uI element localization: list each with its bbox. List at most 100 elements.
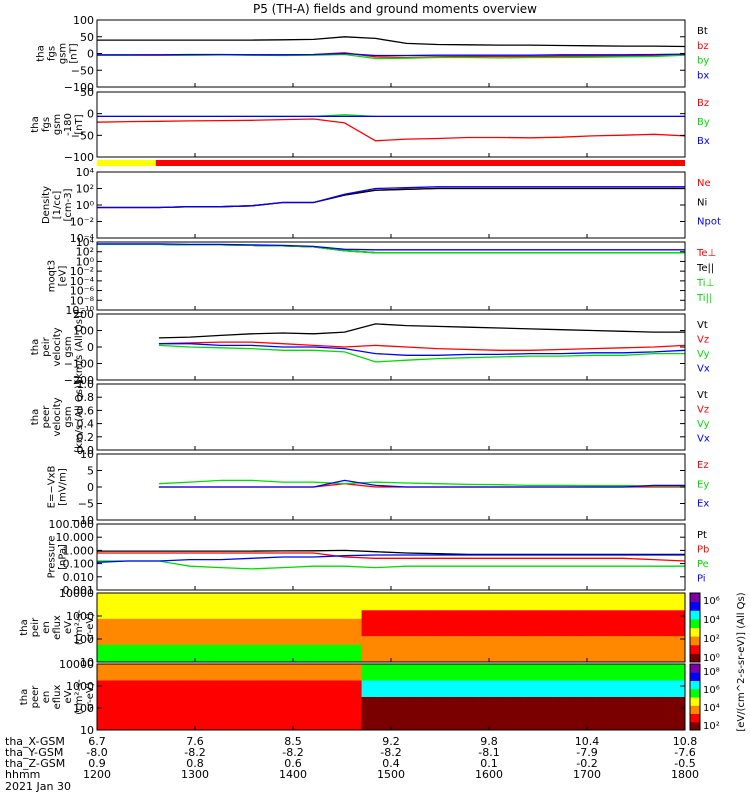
spectrogram-cell <box>170 721 186 731</box>
spectrogram-cell <box>332 618 348 628</box>
spectrogram-cell <box>111 664 127 673</box>
footer-row-label: tha_X-GSM <box>5 735 65 748</box>
spectrogram-cell <box>479 601 495 611</box>
ylabel-line: peer <box>41 405 52 429</box>
spectrogram-cell <box>611 664 627 673</box>
spectrogram-cell <box>361 601 377 611</box>
legend-entry: Bt <box>697 26 708 37</box>
spectrogram-cell <box>258 688 274 698</box>
spectrogram-cell <box>582 713 598 723</box>
ylabel-line: moqt3 <box>47 260 58 293</box>
spectrogram-cell <box>596 627 612 637</box>
series-line-vt <box>158 323 685 339</box>
ytick-label: 0.8 <box>77 391 95 404</box>
spectrogram-cell <box>97 636 113 646</box>
spectrogram-cell <box>464 721 480 731</box>
spectrogram-cell <box>273 721 289 731</box>
spectrogram-cell <box>97 653 113 663</box>
panel-temperature: moqt3[eV] Te⊥ Te|| Ti⊥ Ti|| 10⁴10²10⁰10⁻²10⁻⁴… <box>47 236 717 317</box>
spectrogram-cell <box>141 672 157 681</box>
spectrogram-cell <box>655 713 671 723</box>
spectrogram-cell <box>611 636 627 646</box>
spectrogram-cell <box>273 697 289 706</box>
spectrogram-cell <box>126 644 142 654</box>
spectrogram-cell <box>538 688 554 698</box>
spectrogram-cell <box>185 688 201 698</box>
ylabel-line: peer <box>30 685 41 709</box>
spectrogram-cell <box>244 644 260 654</box>
spectrogram-cell <box>508 688 524 698</box>
spectrogram-cell <box>567 618 583 628</box>
ylabel-line: gsm <box>52 114 63 135</box>
spectrogram-cell <box>567 680 583 690</box>
spectrogram-cell <box>626 688 642 698</box>
spectrogram-cell <box>155 697 171 706</box>
spectrogram-cell <box>199 672 216 681</box>
ytick-label: 10 <box>80 656 94 669</box>
ytick-label: 0.6 <box>77 404 95 417</box>
spectrogram-cell <box>258 601 274 611</box>
spectrogram-cell <box>214 610 230 620</box>
legend-entry: Vt <box>697 320 708 331</box>
footer-value: 1300 <box>181 768 209 781</box>
colorbar-cell <box>690 672 700 681</box>
spectrogram-cell <box>640 618 657 628</box>
spectrogram-cell <box>552 697 568 706</box>
legend-entry: Te|| <box>696 263 714 274</box>
spectrogram-cell <box>626 618 642 628</box>
spectrogram-cell <box>567 627 583 637</box>
spectrogram-cell <box>185 713 201 723</box>
spectrogram-cell <box>111 688 127 698</box>
spectrogram-cell <box>273 680 289 690</box>
spectrogram-cell <box>479 688 495 698</box>
spectrogram-cell <box>596 705 612 714</box>
spectrogram-cell <box>640 664 657 673</box>
spectrogram-cell <box>141 721 157 731</box>
spectrogram-cell <box>302 721 318 731</box>
spectrogram-cell <box>141 697 157 706</box>
spectrogram-cell <box>185 618 201 628</box>
ytick-label: 10⁴ <box>76 166 95 179</box>
figure-title: P5 (TH-A) fields and ground moments over… <box>253 2 537 16</box>
ytick-label: 5 <box>87 465 94 478</box>
ytick-label: 0 <box>87 481 94 494</box>
panel-peir-spectrogram: thapeirenefluxeV(cm²-s-sr-eV) 10000 1000 10… <box>19 587 686 669</box>
spectrogram-cell <box>229 610 245 620</box>
series-line-te <box>97 243 685 254</box>
spectrogram-cell <box>655 721 671 731</box>
ytick-label: 10² <box>76 183 94 196</box>
spectrogram-cell <box>626 713 642 723</box>
spectrogram-cell <box>420 680 436 690</box>
panel-velocity-peer: thapeervelocitygsm[km/s (All Qs)] Vt Vz Vy V… <box>30 378 710 457</box>
spectrogram-cell <box>97 713 113 723</box>
series-line-bx <box>97 52 686 57</box>
footer-value: 0.4 <box>382 757 400 770</box>
spectrogram-cell <box>567 697 583 706</box>
spectrogram-cell <box>170 664 186 673</box>
spectrogram-cell <box>596 636 612 646</box>
spectrogram-cell <box>214 653 230 663</box>
ytick-label: 0.100 <box>63 558 95 571</box>
spectrogram-cell <box>391 644 407 654</box>
spectrogram-cell <box>435 680 451 690</box>
spectrogram-cell <box>420 627 436 637</box>
spectrogram-cell <box>420 636 436 646</box>
spectrogram-cell <box>611 672 627 681</box>
ylabel-line: [nT] <box>74 114 85 134</box>
legend-entry: Pe <box>697 559 709 570</box>
spectrogram-cell <box>170 627 186 637</box>
spectrogram-cell <box>185 680 201 690</box>
footer-value: 10.4 <box>575 735 600 748</box>
spectrogram-cell <box>170 680 186 690</box>
spectrogram-cell <box>288 672 304 681</box>
spectrogram-cell <box>538 593 554 603</box>
spectrogram-cell <box>302 636 318 646</box>
spectrogram-cell <box>126 721 142 731</box>
spectrogram-cell <box>420 618 436 628</box>
spectrogram-cell <box>435 705 451 714</box>
spectrogram-cell <box>611 697 627 706</box>
spectrogram-cell <box>567 610 583 620</box>
spectrogram-cell <box>126 636 142 646</box>
spectrogram-cell <box>346 705 363 714</box>
spectrogram-cell <box>420 697 436 706</box>
